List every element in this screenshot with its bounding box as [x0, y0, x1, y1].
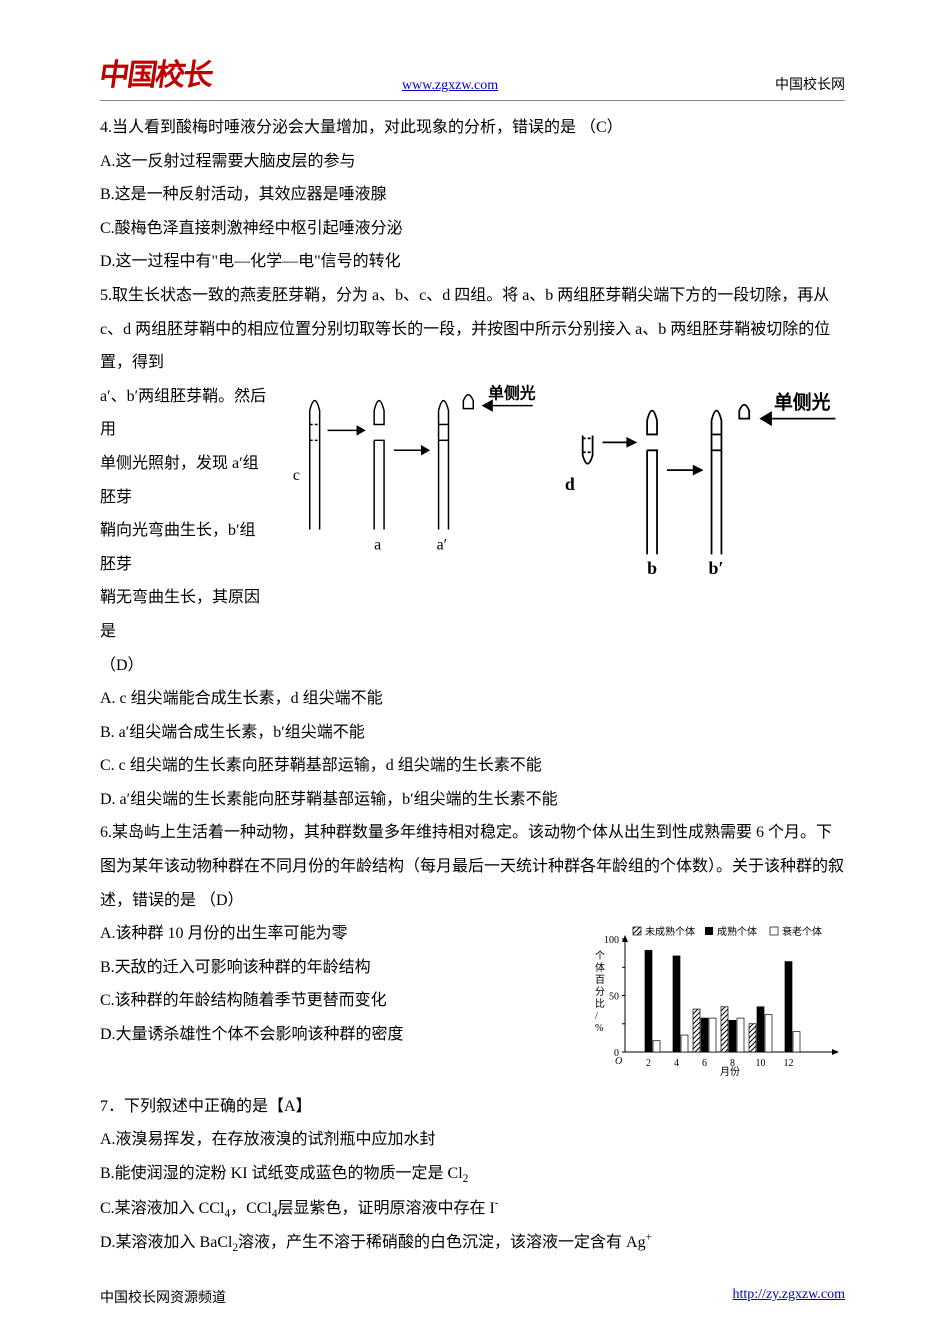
q5-stem-line: 单侧光照射，发现 a′组胚芽 — [100, 447, 270, 514]
svg-text:成熟个体: 成熟个体 — [717, 925, 757, 938]
q7-stem: 7．下列叙述中正确的是【A】 — [100, 1090, 845, 1124]
svg-text:/: / — [595, 1011, 598, 1022]
label-a: a — [374, 536, 381, 553]
svg-text:衰老个体: 衰老个体 — [782, 925, 822, 938]
q5-wrapped-block: a′、b′两组胚芽鞘。然后用 单侧光照射，发现 a′组胚芽 鞘向光弯曲生长，b′… — [100, 380, 845, 682]
label-d: d — [565, 474, 575, 494]
svg-text:体: 体 — [595, 962, 605, 974]
label-c: c — [293, 467, 300, 484]
svg-text:百: 百 — [595, 974, 605, 986]
svg-text:6: 6 — [702, 1058, 707, 1069]
q4-option-c: C.酸梅色泽直接刺激神经中枢引起唾液分泌 — [100, 212, 845, 246]
page-footer: 中国校长网资源频道 http://zy.zgxzw.com — [100, 1287, 845, 1307]
page: 中国校长 www.zgxzw.com 中国校长网 4.当人看到酸梅时唾液分泌会大… — [0, 0, 945, 1337]
q6-chart: 未成熟个体成熟个体衰老个体050100个体百分比/%24681012月份O — [585, 917, 845, 1090]
q5-stem-line: a′、b′两组胚芽鞘。然后用 — [100, 380, 270, 447]
q7-d-sup: + — [646, 1232, 652, 1244]
q7-option-a: A.液溴易挥发，在存放液溴的试剂瓶中应加水封 — [100, 1123, 845, 1157]
q6-stem: 6.某岛屿上生活着一种动物，其种群数量多年维持相对稳定。该动物个体从出生到性成熟… — [100, 816, 845, 917]
q7-d-text: D.某溶液加入 BaCl — [100, 1234, 232, 1251]
label-ap: a′ — [437, 536, 448, 553]
header-url-link[interactable]: www.zgxzw.com — [402, 78, 498, 94]
q7-option-d: D.某溶液加入 BaCl2溶液，产生不溶于稀硝酸的白色沉淀，该溶液一定含有 Ag… — [100, 1226, 845, 1261]
q7-b-text: B.能使润湿的淀粉 KI 试纸变成蓝色的物质一定是 Cl — [100, 1165, 463, 1182]
q7-c-text: C.某溶液加入 CCl — [100, 1200, 224, 1217]
label-bp: b′ — [708, 558, 723, 578]
q5-stem-wrapped: a′、b′两组胚芽鞘。然后用 单侧光照射，发现 a′组胚芽 鞘向光弯曲生长，b′… — [100, 380, 270, 682]
q7-d-text: 溶液，产生不溶于稀硝酸的白色沉淀，该溶液一定含有 Ag — [238, 1234, 646, 1251]
q5-option-a: A. c 组尖端能合成生长素，d 组尖端不能 — [100, 682, 845, 716]
svg-text:12: 12 — [784, 1058, 794, 1069]
q4-option-b: B.这是一种反射活动，其效应器是唾液腺 — [100, 178, 845, 212]
footer-url-link[interactable]: http://zy.zgxzw.com — [733, 1287, 846, 1307]
content-body: 4.当人看到酸梅时唾液分泌会大量增加，对此现象的分析，错误的是 （C） A.这一… — [100, 111, 845, 1261]
q5-stem-line: （D） — [100, 649, 270, 683]
svg-text:分: 分 — [595, 986, 605, 998]
q5-diagram-left: c a a′ 单侧光 — [280, 380, 538, 570]
q5-stem: 5.取生长状态一致的燕麦胚芽鞘，分为 a、b、c、d 四组。将 a、b 两组胚芽… — [100, 279, 845, 380]
light-label-2: 单侧光 — [774, 390, 831, 413]
page-header: 中国校长 www.zgxzw.com 中国校长网 — [100, 50, 845, 101]
q7-c-text: ，CCl — [230, 1200, 272, 1217]
svg-text:未成熟个体: 未成熟个体 — [645, 925, 695, 938]
footer-left-text: 中国校长网资源频道 — [100, 1287, 226, 1307]
q7-b-sub: 2 — [463, 1173, 469, 1185]
q7-c-sup: - — [495, 1197, 499, 1209]
q7-c-text: 层显紫色，证明原溶液中存在 I — [277, 1200, 494, 1217]
header-site-name: 中国校长网 — [775, 74, 845, 94]
q6-bar-chart: 未成熟个体成熟个体衰老个体050100个体百分比/%24681012月份O — [585, 917, 845, 1077]
svg-text:4: 4 — [674, 1058, 679, 1069]
q7-option-c: C.某溶液加入 CCl4，CCl4层显紫色，证明原溶液中存在 I- — [100, 1192, 845, 1227]
site-logo: 中国校长 — [97, 50, 215, 94]
svg-text:比: 比 — [595, 998, 605, 1010]
q4-stem: 4.当人看到酸梅时唾液分泌会大量增加，对此现象的分析，错误的是 （C） — [100, 111, 845, 145]
label-b: b — [647, 558, 657, 578]
q5-option-d: D. a′组尖端的生长素能向胚芽鞘基部运输，b′组尖端的生长素不能 — [100, 783, 845, 817]
light-label-1: 单侧光 — [488, 383, 536, 402]
svg-text:%: % — [595, 1023, 603, 1034]
q4-option-a: A.这一反射过程需要大脑皮层的参与 — [100, 145, 845, 179]
q4-option-d: D.这一过程中有"电—化学—电"信号的转化 — [100, 245, 845, 279]
q5-option-c: C. c 组尖端的生长素向胚芽鞘基部运输，d 组尖端的生长素不能 — [100, 749, 845, 783]
q5-stem-line: 鞘无弯曲生长，其原因是 — [100, 581, 270, 648]
svg-text:月份: 月份 — [720, 1066, 740, 1077]
q7-option-b: B.能使润湿的淀粉 KI 试纸变成蓝色的物质一定是 Cl2 — [100, 1157, 845, 1192]
svg-text:100: 100 — [604, 935, 619, 946]
q5-option-b: B. a′组尖端合成生长素，b′组尖端不能 — [100, 716, 845, 750]
svg-text:个: 个 — [595, 950, 605, 962]
svg-text:50: 50 — [609, 992, 619, 1003]
svg-text:2: 2 — [646, 1058, 651, 1069]
svg-text:O: O — [615, 1056, 622, 1067]
q5-diagram-right: d b b′ 单侧光 — [548, 380, 845, 590]
svg-text:10: 10 — [756, 1058, 766, 1069]
q5-stem-line: 鞘向光弯曲生长，b′组胚芽 — [100, 514, 270, 581]
